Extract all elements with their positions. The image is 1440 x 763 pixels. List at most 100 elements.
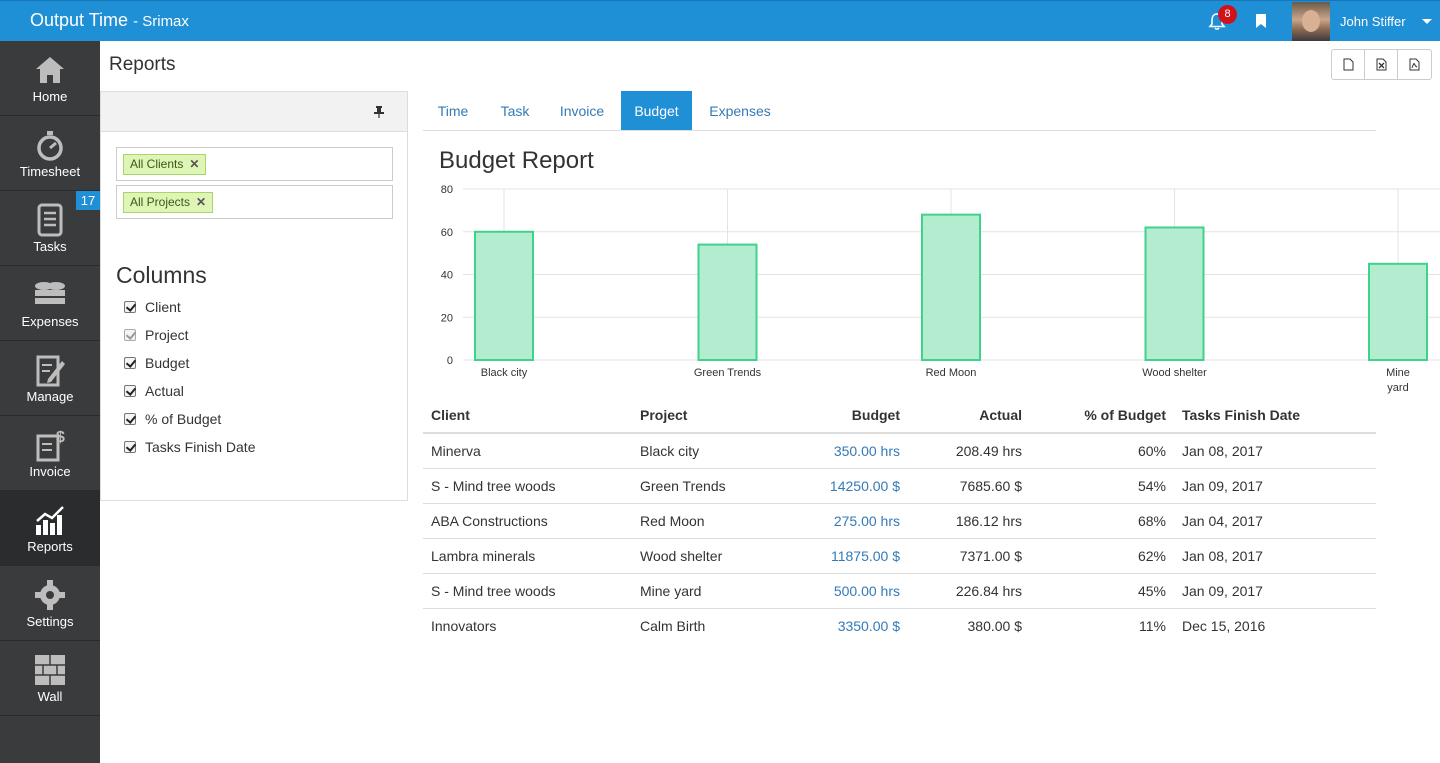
cell-percent: 60% [1137,442,1166,459]
column-header-percent-budget[interactable]: % of Budget [1030,397,1174,434]
close-icon[interactable]: ✕ [196,195,207,209]
cell-actual: 208.49 hrs [955,442,1022,459]
cell-project: Red Moon [632,502,782,538]
column-toggle-project: Project [124,326,189,344]
app-brand[interactable]: Output Time - Srimax [30,10,189,30]
tab-task[interactable]: Task [500,103,530,119]
cell-budget-link[interactable]: 500.00 hrs [782,572,908,608]
sidebar-item-expenses[interactable]: Expenses [0,266,100,341]
tasks-count-badge: 17 [76,191,100,210]
sidebar-item-wall[interactable]: Wall [0,641,100,716]
cell-client: ABA Constructions [423,502,632,538]
x-tick-label: yard [1387,382,1408,394]
checkbox[interactable] [124,413,136,425]
x-tick-label: Red Moon [926,367,977,379]
x-tick-label: Black city [481,367,528,379]
chevron-down-icon[interactable] [1422,19,1432,24]
bar [1368,262,1428,361]
sidebar-item-label: Invoice [29,464,71,479]
cell-budget-link[interactable]: 14250.00 $ [782,467,908,503]
sidebar-item-reports[interactable]: Reports [0,491,100,566]
sidebar-item-label: Reports [27,539,73,554]
cell-client: S - Mind tree woods [423,467,632,503]
checkbox [124,329,136,341]
cell-project: Green Trends [632,467,782,503]
sidebar-item-label: Home [32,89,68,104]
app-title: Output Time [30,10,129,30]
cell-finish-date: Jan 09, 2017 [1174,467,1376,503]
filter-panel: All Clients ✕ All Projects ✕ Columns Clien… [100,91,408,501]
sidebar-item-label: Settings [26,614,74,629]
page-title: Reports [109,54,176,75]
projects-filter-input[interactable]: All Projects ✕ [116,185,393,219]
cell-percent: 11% [1030,607,1174,643]
table-row: ABA Constructions Red Moon 275.00 hrs 18… [423,502,1376,538]
invoice-dollar-icon: $ [36,429,65,462]
column-header-client[interactable]: Client [423,397,632,434]
y-tick-label: 40 [441,270,453,282]
column-label: Budget [145,355,190,371]
clients-filter-input[interactable]: All Clients ✕ [116,147,393,181]
column-header-finish-date[interactable]: Tasks Finish Date [1174,397,1376,434]
sidebar-item-invoice[interactable]: $ Invoice [0,416,100,491]
cell-client: Innovators [423,607,632,643]
column-toggle-actual[interactable]: Actual [124,382,184,400]
sidebar-item-label: Tasks [33,239,67,254]
tab-expenses[interactable]: Expenses [709,103,771,119]
column-toggle-percent-budget[interactable]: % of Budget [124,410,221,428]
column-header-project[interactable]: Project [632,397,782,434]
bar [921,213,981,362]
table-row: Innovators Calm Birth 3350.00 $ 380.00 $… [423,607,1376,643]
bar-chart-icon [36,506,64,535]
column-header-actual[interactable]: Actual [908,397,1030,434]
cell-budget-link[interactable]: 3350.00 $ [782,607,908,643]
y-tick-label: 60 [441,227,453,239]
budget-chart: 0 20 40 60 80 Black city Green Trends Red Moon W… [423,180,1440,400]
tab-time[interactable]: Time [437,103,469,119]
x-tick-label: Wood shelter [1142,367,1207,379]
sidebar-item-settings[interactable]: Settings [0,566,100,641]
sidebar-item-timesheet[interactable]: Timesheet [0,116,100,191]
sidebar-item-label: Manage [26,389,74,404]
avatar[interactable] [1292,2,1330,41]
checkbox[interactable] [124,441,136,453]
user-name[interactable]: John Stiffer [1340,14,1406,29]
column-toggle-finish-date[interactable]: Tasks Finish Date [124,438,255,456]
table-header-row: Client Project Budget Actual % of Budget… [423,397,1376,434]
checkbox[interactable] [124,385,136,397]
cell-budget-link[interactable]: 11875.00 $ [782,537,908,573]
cell-budget-link[interactable]: 275.00 hrs [782,502,908,538]
report-tabs: Time Task Invoice Budget Expenses [423,91,1376,131]
top-bar: Output Time - Srimax 8 John Stiffer [0,0,1440,41]
tab-invoice[interactable]: Invoice [559,103,605,119]
bookmark-icon[interactable] [1254,13,1268,29]
cell-client: S - Mind tree woods [423,572,632,608]
cell-project: Black city [640,442,700,459]
column-toggle-budget[interactable]: Budget [124,354,189,372]
export-pdf-button[interactable] [1398,50,1431,79]
column-label: % of Budget [145,411,222,427]
coins-icon [35,282,65,304]
x-tick-label: Green Trends [694,367,762,379]
column-toggle-client[interactable]: Client [124,298,181,316]
cell-actual: 7685.60 $ [908,467,1030,503]
export-document-button[interactable] [1332,50,1365,79]
y-tick-label: 0 [447,355,453,367]
tag-label: All Projects [130,195,191,209]
sidebar-item-manage[interactable]: Manage [0,341,100,416]
clients-filter-tag: All Clients ✕ [123,154,207,175]
column-header-budget[interactable]: Budget [782,397,908,434]
report-title: Budget Report [439,147,594,174]
cell-client: Minerva [431,442,481,459]
pdf-file-icon [1409,58,1420,71]
sidebar-item-tasks[interactable]: 17 Tasks [0,191,100,266]
checkbox[interactable] [124,301,136,313]
tab-budget[interactable]: Budget [621,91,692,130]
pin-icon[interactable] [374,106,384,118]
close-icon[interactable]: ✕ [189,157,200,171]
export-excel-button[interactable] [1365,50,1398,79]
company-name: Srimax [142,13,189,30]
checkbox[interactable] [124,357,136,369]
sidebar-item-home[interactable]: Home [0,41,100,116]
cell-budget-link[interactable]: 350.00 hrs [833,442,900,459]
